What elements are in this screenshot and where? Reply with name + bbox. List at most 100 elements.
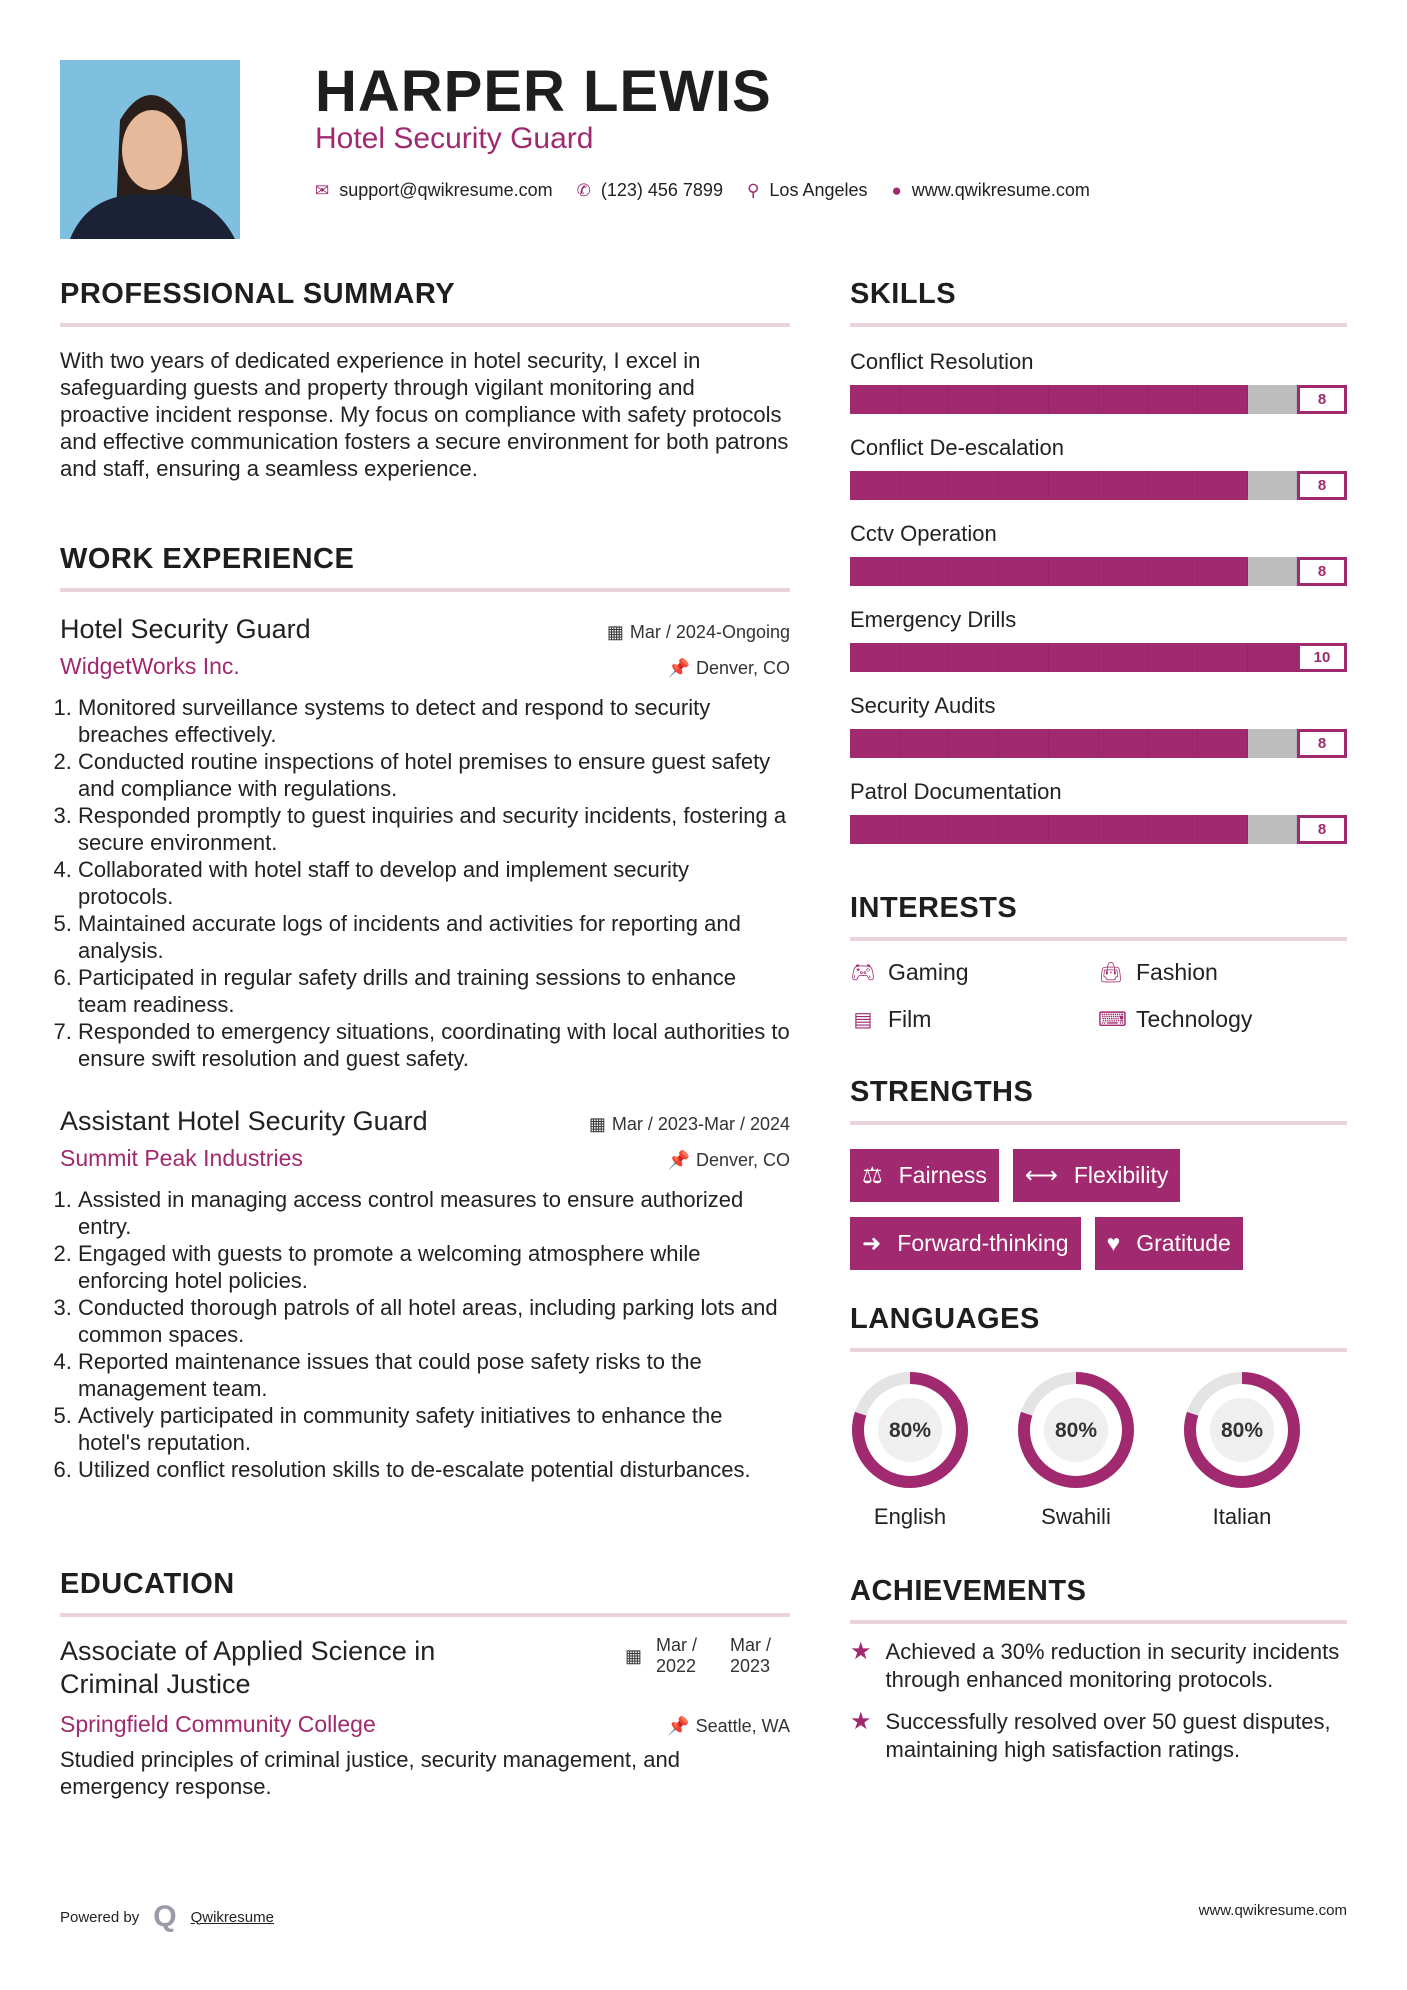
duty-item: Conducted thorough patrols of all hotel … <box>78 1294 790 1348</box>
strength-badge: ♥ Gratitude <box>1094 1217 1243 1270</box>
school: Springfield Community College <box>60 1711 376 1737</box>
pin-icon: 📌 <box>667 1150 690 1170</box>
brand-link[interactable]: Qwikresume <box>190 1908 274 1926</box>
duty-item: Engaged with guests to promote a welcomi… <box>78 1240 790 1294</box>
balance-scale-icon: ⚖ <box>862 1162 883 1188</box>
language-donut: 80% <box>1018 1372 1134 1488</box>
bar-segment <box>1049 643 1099 672</box>
shopping-bag-icon: 👜︎ <box>1098 962 1124 984</box>
summary-text: With two years of dedicated experience i… <box>60 348 789 481</box>
bar-segment <box>1248 643 1298 672</box>
company: WidgetWorks Inc. <box>60 653 240 679</box>
bar-segment <box>1148 729 1198 758</box>
job-date: Mar / 2023-Mar / 2024 <box>611 1114 790 1134</box>
skill-label: Conflict Resolution <box>850 349 1034 374</box>
strength-badge: ➜ Forward-thinking <box>850 1217 1081 1270</box>
bar-segment <box>1198 471 1248 500</box>
bar-segment <box>1049 471 1099 500</box>
skill-item: Security Audits 8 <box>850 693 1348 758</box>
bar-segment <box>999 471 1049 500</box>
map-marker-icon: ⚲ <box>746 180 760 200</box>
skill-item: Cctv Operation 8 <box>850 521 1348 586</box>
language-percent: 80% <box>1055 1419 1097 1442</box>
divider <box>850 1620 1347 1624</box>
bar-segment <box>850 815 900 844</box>
profile-photo <box>60 60 240 239</box>
phone: (123) 456 7899 <box>600 180 723 200</box>
bar-segment <box>949 643 1000 672</box>
skill-item: Patrol Documentation 8 <box>850 779 1348 844</box>
bar-segment <box>1198 557 1248 586</box>
company: Summit Peak Industries <box>60 1145 303 1171</box>
bar-segment <box>999 557 1049 586</box>
skill-score: 8 <box>1297 815 1347 844</box>
skill-item: Emergency Drills 10 <box>850 607 1348 672</box>
laptop-icon: ⌨ <box>1098 1009 1127 1031</box>
job-location: Denver, CO <box>695 658 790 678</box>
section-heading: SKILLS <box>850 278 957 310</box>
skill-bar-fill <box>850 815 1248 844</box>
language-name: Swahili <box>1041 1504 1111 1529</box>
calendar-icon: ▦ <box>606 622 624 642</box>
location: Los Angeles <box>769 180 868 200</box>
bar-segment <box>1099 471 1149 500</box>
bar-segment <box>1099 385 1149 414</box>
skill-item: Conflict Resolution 8 <box>850 349 1348 414</box>
interests-section: INTERESTS 🎮︎ Gaming 👜︎ Fashion ▤ Film ⌨ Tech… <box>850 892 1347 1033</box>
skill-bar-fill <box>850 471 1248 500</box>
skill-bar-fill <box>850 643 1347 672</box>
skill-label: Security Audits <box>850 693 996 718</box>
phone-icon: ✆ <box>576 180 591 200</box>
skill-bar-fill <box>850 385 1248 414</box>
shooting-star-icon: ★ <box>850 1638 872 1665</box>
bar-segment <box>1198 815 1248 844</box>
bar-segment <box>1148 557 1198 586</box>
degree: Associate of Applied Science in Criminal… <box>60 1636 436 1699</box>
languages-section: LANGUAGES 80% English 80% Swahili 80% Italian <box>850 1303 1347 1530</box>
duty-item: Responded promptly to guest inquiries an… <box>78 802 790 856</box>
strengths-section: STRENGTHS ⚖ Fairness ⟷ Flexibility ➜ Forwar… <box>850 1076 1347 1270</box>
skill-label: Cctv Operation <box>850 521 997 546</box>
divider <box>850 1121 1347 1125</box>
skill-score: 10 <box>1297 643 1347 672</box>
job-role: Assistant Hotel Security Guard <box>60 1106 428 1136</box>
bar-segment <box>1049 385 1099 414</box>
duty-item: Reported maintenance issues that could p… <box>78 1348 790 1402</box>
job-entry: Hotel Security Guard ▦ Mar / 2024-Ongoing … <box>60 614 790 1072</box>
job-entry: Assistant Hotel Security Guard ▦ Mar / 202… <box>60 1106 790 1483</box>
edu-description: Studied principles of criminal justice, … <box>60 1747 680 1799</box>
skill-bar: 8 <box>850 385 1348 414</box>
bar-segment <box>850 729 900 758</box>
calendar-icon: ▦ <box>588 1114 606 1134</box>
language-name: Italian <box>1212 1504 1272 1529</box>
skill-bar: 8 <box>850 471 1348 500</box>
bar-segment <box>949 729 1000 758</box>
edu-end: Mar / 2023 <box>730 1635 772 1676</box>
pin-icon: 📌 <box>667 1716 690 1736</box>
skill-bar: 8 <box>850 729 1348 758</box>
section-heading: EDUCATION <box>60 1568 235 1600</box>
bar-segment <box>1148 385 1198 414</box>
footer-website[interactable]: www.qwikresume.com <box>1198 1902 1347 1919</box>
shooting-star-icon: ★ <box>850 1708 872 1735</box>
website[interactable]: www.qwikresume.com <box>911 180 1090 200</box>
bar-segment <box>949 815 1000 844</box>
email[interactable]: support@qwikresume.com <box>339 180 553 200</box>
divider <box>850 1348 1347 1352</box>
bar-segment <box>1198 385 1248 414</box>
bar-segment <box>1099 643 1149 672</box>
bar-segment <box>1248 471 1298 500</box>
bar-segment <box>999 643 1049 672</box>
footer-powered-by: Powered by Q Qwikresume <box>60 1900 274 1933</box>
job-title: Hotel Security Guard <box>315 122 594 155</box>
strength-badge: ⟷ Flexibility <box>1012 1149 1181 1202</box>
film-icon: ▤ <box>853 1009 873 1031</box>
bar-segment <box>1248 385 1298 414</box>
bar-segment <box>999 385 1049 414</box>
interest-item: ⌨ Technology <box>1098 1006 1253 1032</box>
achievement-item: ★ Achieved a 30% reduction in security in… <box>850 1638 1340 1692</box>
bar-segment <box>1248 815 1298 844</box>
language-donut-arc <box>1018 1372 1134 1488</box>
arrows-horizontal-icon: ⟷ <box>1024 1162 1058 1188</box>
duty-item: Actively participated in community safet… <box>78 1402 790 1456</box>
